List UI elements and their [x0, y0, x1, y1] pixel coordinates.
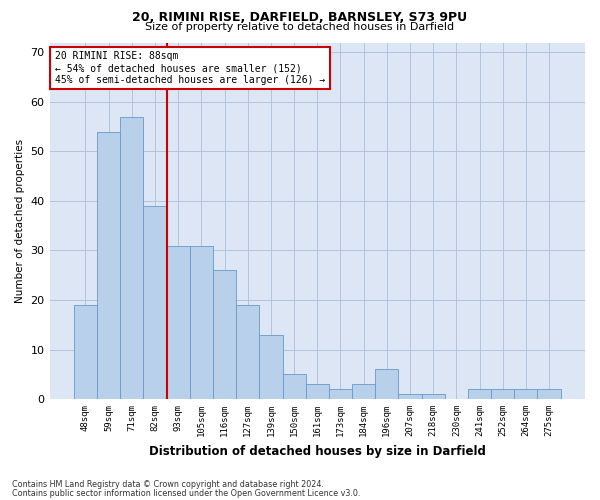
Bar [74, 305, 97, 399]
Y-axis label: Number of detached properties: Number of detached properties [15, 138, 25, 303]
Bar [213, 270, 236, 399]
Bar [375, 370, 398, 399]
Text: Contains public sector information licensed under the Open Government Licence v3: Contains public sector information licen… [12, 488, 361, 498]
Text: 20, RIMINI RISE, DARFIELD, BARNSLEY, S73 9PU: 20, RIMINI RISE, DARFIELD, BARNSLEY, S73… [133, 11, 467, 24]
Bar [143, 206, 167, 399]
Bar [305, 384, 329, 399]
Bar [398, 394, 422, 399]
Bar [167, 246, 190, 399]
Bar [236, 305, 259, 399]
Bar [352, 384, 375, 399]
X-axis label: Distribution of detached houses by size in Darfield: Distribution of detached houses by size … [149, 444, 486, 458]
Bar [97, 132, 120, 399]
Bar [538, 389, 560, 399]
Text: 20 RIMINI RISE: 88sqm
← 54% of detached houses are smaller (152)
45% of semi-det: 20 RIMINI RISE: 88sqm ← 54% of detached … [55, 52, 325, 84]
Bar [491, 389, 514, 399]
Bar [514, 389, 538, 399]
Bar [468, 389, 491, 399]
Bar [283, 374, 305, 399]
Text: Contains HM Land Registry data © Crown copyright and database right 2024.: Contains HM Land Registry data © Crown c… [12, 480, 324, 489]
Bar [259, 334, 283, 399]
Bar [422, 394, 445, 399]
Bar [329, 389, 352, 399]
Bar [190, 246, 213, 399]
Text: Size of property relative to detached houses in Darfield: Size of property relative to detached ho… [145, 22, 455, 32]
Bar [120, 117, 143, 399]
